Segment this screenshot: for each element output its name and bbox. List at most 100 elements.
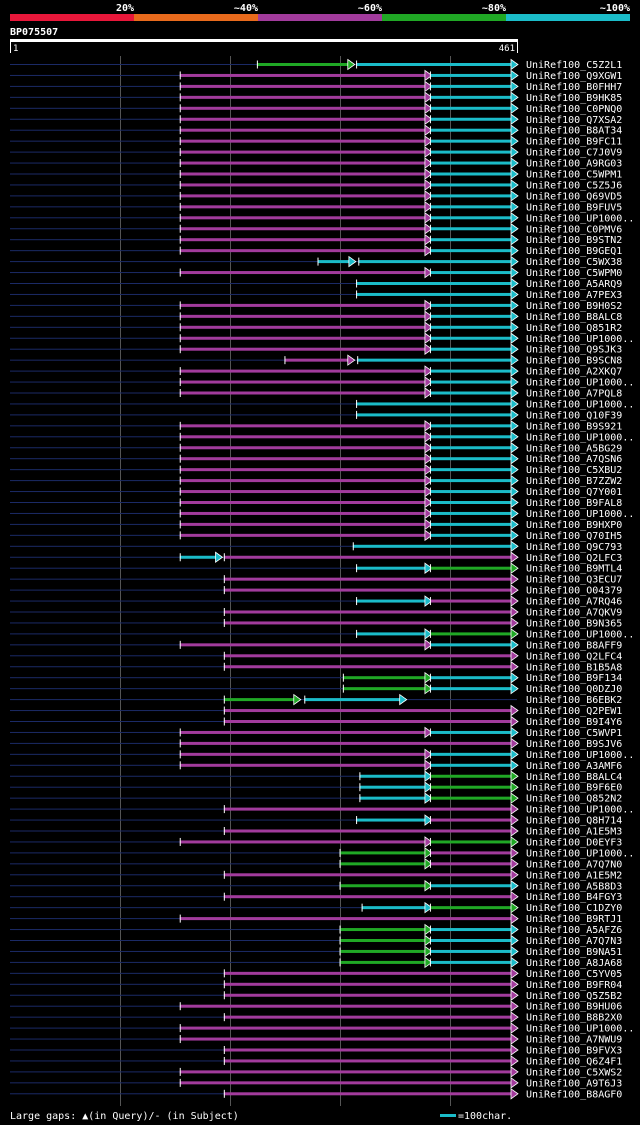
hit-row[interactable]: UniRef100_B9I4Y6	[10, 715, 622, 729]
hit-label[interactable]: UniRef100_C5Z5J6	[526, 180, 622, 191]
hit-row[interactable]: UniRef100_A9RG03	[10, 157, 622, 170]
hit-row[interactable]: UniRef100_Q7XSA2	[10, 113, 622, 126]
hit-label[interactable]: UniRef100_A1E5M3	[526, 827, 622, 838]
hit-row[interactable]: UniRef100_Q69VD5	[10, 190, 622, 203]
hit-label[interactable]: UniRef100_Q10F39	[526, 410, 622, 421]
hit-label[interactable]: UniRef100_A5BG29	[526, 443, 622, 454]
hit-row[interactable]: UniRef100_Q2PEW1	[10, 704, 622, 718]
hit-row[interactable]: UniRef100_B9RTJ1	[10, 912, 622, 926]
hit-label[interactable]: UniRef100_Q7Y001	[526, 487, 622, 498]
hit-row[interactable]: UniRef100_B9N365	[10, 617, 622, 630]
hit-label[interactable]: UniRef100_B9F134	[526, 673, 622, 684]
hit-label[interactable]: UniRef100_A2XKQ7	[526, 367, 622, 378]
hit-label[interactable]: UniRef100_B9S921	[526, 421, 622, 432]
hit-label[interactable]: UniRef100_Q70IH5	[526, 531, 622, 542]
hit-row[interactable]: UniRef100_B9F6E0	[10, 781, 622, 794]
hit-row[interactable]: UniRef100_Q8H714	[10, 814, 622, 827]
hit-label[interactable]: UniRef100_B8ALC8	[526, 312, 622, 323]
hit-label[interactable]: UniRef100_B9NA51	[526, 947, 622, 958]
hit-row[interactable]: UniRef100_B8AT34	[10, 124, 622, 137]
hit-row[interactable]: UniRef100_B8B2X0	[10, 1011, 622, 1024]
hit-label[interactable]: UniRef100_A7QSN6	[526, 454, 622, 465]
hit-row[interactable]: UniRef100_UP1000..	[10, 332, 634, 345]
hit-row[interactable]: UniRef100_A7PQL8	[10, 387, 622, 400]
hit-row[interactable]: UniRef100_B9FC11	[10, 135, 622, 148]
hit-row[interactable]: UniRef100_UP1000..	[10, 398, 634, 411]
hit-row[interactable]: UniRef100_A9T6J3	[10, 1077, 622, 1090]
hit-row[interactable]: UniRef100_Q3ECU7	[10, 573, 622, 586]
hit-label[interactable]: UniRef100_A5ARQ9	[526, 279, 622, 290]
hit-label[interactable]: UniRef100_UP1000..	[526, 432, 634, 443]
hit-row[interactable]: UniRef100_C5WPM0	[10, 266, 622, 280]
hit-row[interactable]: UniRef100_Q70IH5	[10, 529, 622, 542]
hit-row[interactable]: UniRef100_C0PMV6	[10, 222, 622, 236]
hit-label[interactable]: UniRef100_Q6Z4F1	[526, 1056, 622, 1067]
hit-label[interactable]: UniRef100_C5YV05	[526, 969, 622, 980]
hit-label[interactable]: UniRef100_Q9SJK3	[526, 345, 622, 356]
hit-row[interactable]: UniRef100_Q2LFC3	[10, 551, 622, 564]
hit-row[interactable]: UniRef100_UP1000..	[10, 212, 634, 225]
hit-label[interactable]: UniRef100_B9FUV5	[526, 202, 622, 213]
hit-label[interactable]: UniRef100_B9MTL4	[526, 564, 622, 575]
hit-row[interactable]: UniRef100_A5B8D3	[10, 879, 622, 893]
hit-row[interactable]: UniRef100_A7Q7N3	[10, 934, 622, 948]
hit-label[interactable]: UniRef100_B8AGF0	[526, 1089, 622, 1100]
hit-row[interactable]: UniRef100_A1E5M2	[10, 869, 622, 882]
hit-row[interactable]: UniRef100_UP1000..	[10, 1022, 634, 1035]
hit-label[interactable]: UniRef100_Q9XGW1	[526, 71, 622, 82]
hit-label[interactable]: UniRef100_B0FHH7	[526, 82, 622, 93]
hit-label[interactable]: UniRef100_C7J0V9	[526, 148, 622, 159]
hit-row[interactable]: UniRef100_C5XWS2	[10, 1066, 622, 1079]
hit-row[interactable]: UniRef100_C7J0V9	[10, 146, 622, 159]
hit-row[interactable]: UniRef100_UP1000..	[10, 847, 634, 860]
hit-label[interactable]: UniRef100_B9STN2	[526, 235, 622, 246]
hit-row[interactable]: UniRef100_B7ZZW2	[10, 474, 622, 488]
hit-label[interactable]: UniRef100_C5WPM0	[526, 268, 622, 279]
hit-label[interactable]: UniRef100_B9I4Y6	[526, 717, 622, 728]
hit-label[interactable]: UniRef100_C5WPM1	[526, 170, 622, 181]
hit-row[interactable]: UniRef100_B9HXP0	[10, 518, 622, 531]
hit-label[interactable]: UniRef100_B6EBK2	[526, 695, 622, 706]
hit-label[interactable]: UniRef100_B8AT34	[526, 126, 622, 137]
hit-row[interactable]: UniRef100_A7QKV9	[10, 606, 622, 619]
hit-label[interactable]: UniRef100_B9SCN8	[526, 356, 622, 367]
hit-row[interactable]: UniRef100_C5WVP1	[10, 726, 622, 739]
hit-label[interactable]: UniRef100_B9FC11	[526, 137, 622, 148]
hit-label[interactable]: UniRef100_A9T6J3	[526, 1078, 622, 1089]
hit-row[interactable]: UniRef100_B9HK85	[10, 91, 622, 104]
hit-label[interactable]: UniRef100_UP1000..	[526, 213, 634, 224]
hit-row[interactable]: UniRef100_B9HU06	[10, 1000, 622, 1013]
hit-label[interactable]: UniRef100_UP1000..	[526, 629, 634, 640]
hit-label[interactable]: UniRef100_A3AMF6	[526, 761, 622, 772]
hit-label[interactable]: UniRef100_B9HK85	[526, 93, 622, 104]
hit-label[interactable]: UniRef100_UP1000..	[526, 750, 634, 761]
hit-row[interactable]: UniRef100_UP1000..	[10, 507, 634, 520]
hit-label[interactable]: UniRef100_Q7XSA2	[526, 115, 622, 126]
hit-row[interactable]: UniRef100_Q5Z5B2	[10, 989, 622, 1002]
hit-row[interactable]: UniRef100_Q2LFC4	[10, 650, 622, 663]
hit-row[interactable]: UniRef100_B8AGF0	[10, 1088, 622, 1101]
hit-label[interactable]: UniRef100_C5XWS2	[526, 1067, 622, 1078]
hit-label[interactable]: UniRef100_UP1000..	[526, 334, 634, 345]
hit-label[interactable]: UniRef100_C0PMV6	[526, 224, 622, 235]
hit-row[interactable]: UniRef100_B9S921	[10, 420, 622, 433]
hit-label[interactable]: UniRef100_C1DZY0	[526, 903, 622, 914]
hit-row[interactable]: UniRef100_Q852N2	[10, 792, 622, 805]
hit-label[interactable]: UniRef100_UP1000..	[526, 848, 634, 859]
hit-label[interactable]: UniRef100_UP1000..	[526, 805, 634, 816]
hit-label[interactable]: UniRef100_A9RG03	[526, 159, 622, 170]
hit-label[interactable]: UniRef100_B8ALC4	[526, 772, 622, 783]
hit-label[interactable]: UniRef100_B9FVX3	[526, 1046, 622, 1057]
hit-label[interactable]: UniRef100_A7PQL8	[526, 389, 622, 400]
hit-label[interactable]: UniRef100_Q2PEW1	[526, 706, 622, 717]
hit-row[interactable]: UniRef100_B9FVX3	[10, 1044, 622, 1057]
hit-label[interactable]: UniRef100_C0PNQ0	[526, 104, 622, 115]
hit-row[interactable]: UniRef100_B8ALC8	[10, 310, 622, 323]
hit-row[interactable]: UniRef100_A7NWU9	[10, 1033, 622, 1046]
hit-row[interactable]: UniRef100_C5XBU2	[10, 463, 622, 477]
hit-label[interactable]: UniRef100_B8AFF9	[526, 640, 622, 651]
hit-row[interactable]: UniRef100_Q9C793	[10, 540, 622, 553]
hit-row[interactable]: UniRef100_Q6Z4F1	[10, 1055, 622, 1068]
hit-row[interactable]: UniRef100_UP1000..	[10, 803, 634, 816]
hit-row[interactable]: UniRef100_A7Q7N0	[10, 858, 622, 871]
